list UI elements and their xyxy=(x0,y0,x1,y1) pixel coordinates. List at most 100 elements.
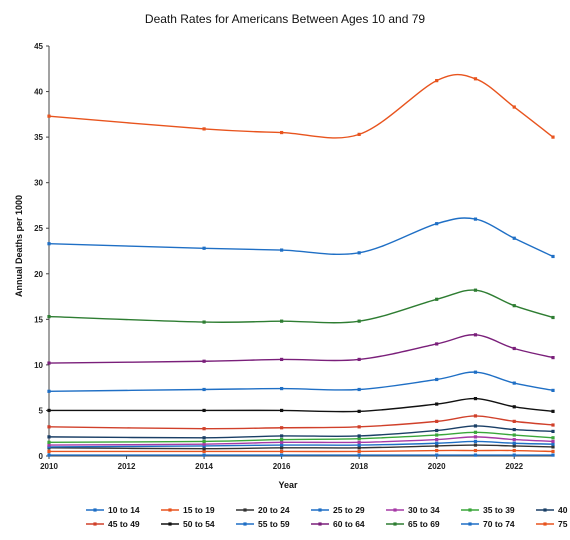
data-point xyxy=(280,130,284,135)
data-point xyxy=(512,433,516,437)
data-point xyxy=(280,438,284,442)
data-point xyxy=(512,427,516,432)
y-tick-label: 10 xyxy=(34,361,43,370)
data-point xyxy=(47,389,51,393)
data-point xyxy=(47,449,51,454)
x-tick-label: 2012 xyxy=(118,462,136,471)
data-point xyxy=(473,453,478,457)
data-point xyxy=(47,425,51,429)
legend-swatch-marker xyxy=(393,508,397,512)
legend-swatch-marker xyxy=(543,508,547,512)
legend-swatch-marker xyxy=(243,522,247,526)
data-point xyxy=(512,381,516,385)
legend-item-70-to-74: 70 to 74 xyxy=(461,519,515,529)
legend-label: 25 to 29 xyxy=(333,505,365,515)
data-point xyxy=(551,254,555,259)
data-point xyxy=(280,443,284,447)
legend-item-25-to-29: 25 to 29 xyxy=(311,505,365,515)
legend-item-65-to-69: 65 to 69 xyxy=(386,519,440,529)
data-point xyxy=(435,297,439,301)
data-point xyxy=(473,435,478,439)
legend-label: 30 to 34 xyxy=(408,505,440,515)
data-point xyxy=(512,346,516,351)
series-70-to-74 xyxy=(47,217,555,259)
legend-swatch-marker xyxy=(393,522,397,526)
x-tick-label: 2016 xyxy=(273,462,291,471)
data-point xyxy=(357,446,361,450)
x-tick-label: 2020 xyxy=(428,462,446,471)
legend-item-45-to-49: 45 to 49 xyxy=(86,519,140,529)
series-line-50-to-54 xyxy=(49,397,554,413)
y-tick-label: 25 xyxy=(34,224,43,233)
data-point xyxy=(551,135,555,139)
legend-label: 50 to 54 xyxy=(183,519,215,529)
data-point xyxy=(435,433,439,437)
data-point xyxy=(435,444,439,448)
series-line-70-to-74 xyxy=(48,217,554,258)
legend-item-15-to-19: 15 to 19 xyxy=(161,505,215,515)
data-point xyxy=(551,423,555,427)
legend-label: 15 to 19 xyxy=(183,505,215,515)
data-point xyxy=(435,448,439,453)
y-tick-label: 0 xyxy=(39,452,44,461)
legend-item-10-to-14: 10 to 14 xyxy=(86,505,140,515)
series-line-55-to-59 xyxy=(48,371,554,393)
data-point xyxy=(512,405,516,409)
data-point xyxy=(512,105,516,109)
data-point xyxy=(435,441,439,445)
plot-axes: 0 5 10 15 20 25 30 35 40 45 2010 2012 2014 2016 2018 20… xyxy=(34,42,553,471)
data-point xyxy=(357,132,361,136)
data-point xyxy=(47,453,51,457)
data-point xyxy=(357,357,361,362)
data-point xyxy=(551,445,555,449)
x-tick-label: 2014 xyxy=(195,462,213,471)
legend-item-35-to-39: 35 to 39 xyxy=(461,505,515,515)
legend-swatch-marker xyxy=(468,522,472,526)
data-point xyxy=(202,453,206,457)
series-line-30-to-34 xyxy=(48,436,554,446)
series-line-25-to-29 xyxy=(48,440,554,448)
data-point xyxy=(280,248,284,252)
data-point xyxy=(280,440,284,444)
data-point xyxy=(202,246,206,250)
y-tick-label: 15 xyxy=(34,315,43,324)
series-line-40-to-44 xyxy=(48,425,554,439)
x-tick-label: 2010 xyxy=(40,462,58,471)
series-layer xyxy=(47,73,555,457)
legend-label: 70 to 74 xyxy=(483,519,515,529)
data-point xyxy=(357,440,361,444)
data-point xyxy=(202,127,206,131)
data-point xyxy=(47,114,51,118)
data-point xyxy=(202,447,206,451)
data-point xyxy=(551,315,555,320)
data-point xyxy=(357,387,361,392)
data-point xyxy=(512,438,516,442)
legend-label: 45 to 49 xyxy=(108,519,140,529)
data-point xyxy=(435,79,439,83)
data-point xyxy=(202,387,206,392)
y-axis-label: Annual Deaths per 1000 xyxy=(14,195,24,297)
data-point xyxy=(512,448,516,453)
legend-label: 35 to 39 xyxy=(483,505,515,515)
legend-label: 75 to 79 xyxy=(558,519,570,529)
legend-label: 10 to 14 xyxy=(108,505,140,515)
legend-item-60-to-64: 60 to 64 xyxy=(311,519,365,529)
data-point xyxy=(473,414,478,418)
data-point xyxy=(280,319,284,323)
data-point xyxy=(357,425,361,429)
data-point xyxy=(357,319,361,323)
data-point xyxy=(280,408,284,413)
y-tick-label: 45 xyxy=(34,42,43,51)
legend-item-30-to-34: 30 to 34 xyxy=(386,505,440,515)
y-tick-label: 40 xyxy=(34,88,43,97)
data-point xyxy=(435,402,439,406)
data-point xyxy=(512,236,516,240)
data-point xyxy=(357,434,361,438)
data-point xyxy=(280,434,284,438)
legend-swatch-marker xyxy=(243,508,247,512)
series-line-15-to-19 xyxy=(49,449,554,453)
series-line-65-to-69 xyxy=(48,289,554,324)
series-55-to-59 xyxy=(47,370,555,393)
legend-label: 60 to 64 xyxy=(333,519,365,529)
